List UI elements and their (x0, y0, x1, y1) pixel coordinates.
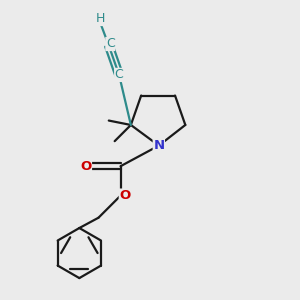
Text: C: C (115, 68, 124, 81)
Text: H: H (95, 13, 105, 26)
Text: O: O (119, 189, 130, 202)
Text: C: C (106, 38, 115, 50)
Text: O: O (80, 160, 92, 173)
Text: N: N (153, 139, 164, 152)
